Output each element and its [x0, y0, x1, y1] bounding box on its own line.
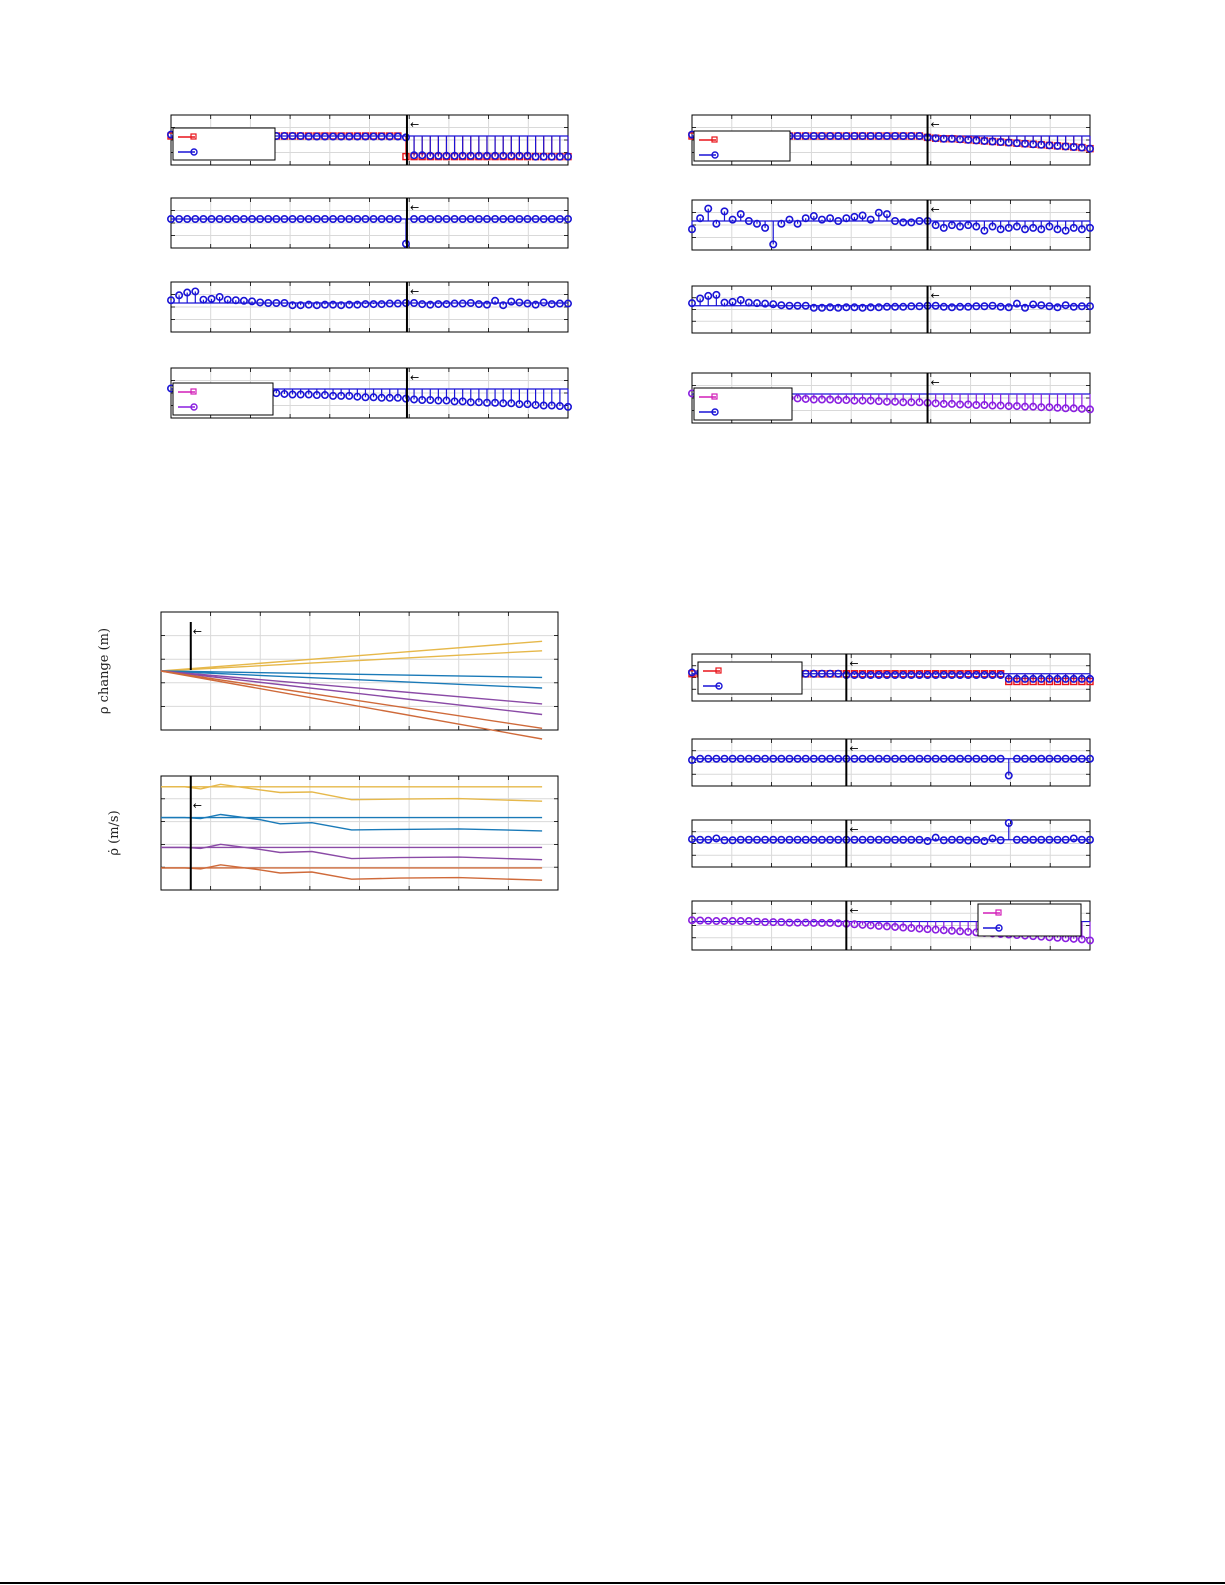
chart-a3: ←	[168, 282, 571, 332]
legend-box	[173, 128, 275, 160]
y-axis-label: ρ̇ (m/s)	[107, 810, 122, 855]
chart-a4: ←	[168, 368, 571, 418]
chart-c2: ←	[689, 739, 1093, 786]
event-arrow-icon: ←	[931, 289, 940, 302]
series-line	[161, 671, 542, 715]
event-arrow-icon: ←	[193, 799, 202, 812]
event-arrow-icon: ←	[931, 118, 940, 131]
event-arrow-icon: ←	[410, 371, 419, 384]
event-arrow-icon: ←	[410, 118, 419, 131]
event-arrow-icon: ←	[849, 657, 858, 670]
event-arrow-icon: ←	[931, 376, 940, 389]
chart-c4: ←	[689, 901, 1093, 950]
legend-box	[698, 662, 802, 694]
event-arrow-icon: ←	[849, 823, 858, 836]
series-line	[161, 651, 542, 671]
series-line	[161, 641, 542, 671]
legend-box	[173, 383, 273, 415]
event-arrow-icon: ←	[849, 904, 858, 917]
event-arrow-icon: ←	[410, 285, 419, 298]
event-arrow-icon: ←	[931, 203, 940, 216]
chart-a1: ←	[168, 115, 571, 165]
event-arrow-icon: ←	[193, 625, 202, 638]
chart-c3: ←	[689, 820, 1093, 867]
legend-box	[694, 131, 790, 161]
y-axis-label: ρ change (m)	[97, 628, 112, 714]
legend-box	[978, 904, 1081, 936]
chart-b3: ←	[689, 286, 1093, 333]
event-arrow-icon: ←	[849, 742, 858, 755]
stem-marker-circle	[770, 301, 776, 307]
chart-b1: ←	[689, 115, 1093, 165]
chart-d1: ← ρ change (m)	[97, 612, 558, 739]
series-line	[161, 671, 542, 739]
series-line	[161, 844, 542, 859]
page-bottom-rule	[0, 1582, 1225, 1584]
event-arrow-icon: ←	[410, 201, 419, 214]
chart-a2: ←	[168, 198, 571, 248]
chart-b4: ←	[689, 373, 1093, 423]
chart-b2: ←	[689, 200, 1093, 250]
chart-c1: ←	[689, 654, 1093, 701]
legend-box	[694, 388, 792, 420]
chart-d2: ← ρ̇ (m/s)	[107, 776, 558, 890]
